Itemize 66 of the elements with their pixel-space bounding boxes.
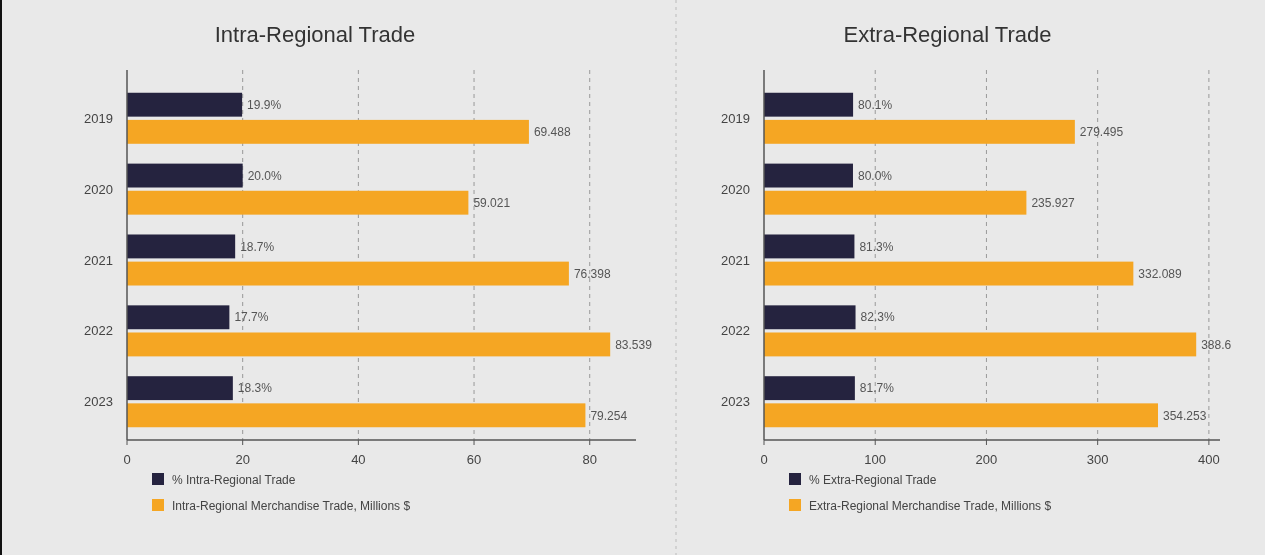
- bar: [127, 234, 236, 259]
- x-tick-label: 0: [123, 452, 131, 467]
- bar: [764, 234, 855, 259]
- data-label: 20.0%: [247, 168, 283, 183]
- legend-label: Extra-Regional Merchandise Trade, Millions $: [809, 499, 1052, 514]
- x-tick-label: 400: [1198, 452, 1220, 467]
- x-tick-label: 100: [864, 452, 887, 467]
- bar: [127, 92, 243, 117]
- legend-label: Intra-Regional Merchandise Trade, Millions $: [172, 499, 411, 514]
- data-label: 354.253: [1163, 408, 1207, 423]
- bar: [764, 163, 853, 188]
- bar: [764, 92, 854, 117]
- data-label: 69.488: [533, 125, 571, 140]
- x-tick-label: 20: [235, 452, 250, 467]
- data-label: 19.9%: [247, 97, 282, 112]
- y-tick-label: 2019: [84, 110, 113, 126]
- y-tick-label: 2020: [84, 181, 113, 197]
- bar: [764, 119, 1075, 144]
- data-label: 79.254: [590, 408, 628, 423]
- x-tick-label: 200: [975, 452, 998, 467]
- bar: [127, 163, 243, 188]
- chart-title: Extra-Regional Trade: [843, 22, 1052, 47]
- bar: [764, 403, 1158, 428]
- y-tick-label: 2022: [721, 323, 750, 339]
- data-label: 80.0%: [857, 168, 893, 183]
- data-label: 80.1%: [858, 97, 893, 112]
- bar: [764, 190, 1027, 215]
- y-tick-label: 2021: [84, 252, 113, 268]
- bar: [764, 305, 856, 330]
- bar: [127, 305, 230, 330]
- y-tick-label: 2019: [721, 110, 750, 126]
- data-label: 17.7%: [234, 310, 269, 325]
- x-tick-label: 80: [582, 452, 597, 467]
- bar: [764, 332, 1197, 357]
- legend-label: % Intra-Regional Trade: [172, 473, 296, 488]
- data-label: 81.7%: [859, 381, 895, 396]
- chart-title: Intra-Regional Trade: [214, 22, 416, 47]
- y-tick-label: 2023: [84, 394, 113, 410]
- y-tick-label: 2020: [721, 181, 750, 197]
- bar: [127, 403, 586, 428]
- x-tick-label: 300: [1086, 452, 1109, 467]
- y-tick-label: 2022: [84, 323, 113, 339]
- data-label: 82.3%: [860, 310, 895, 325]
- data-label: 83.539: [615, 337, 653, 352]
- bar: [127, 119, 529, 144]
- x-tick-label: 60: [466, 452, 482, 467]
- bar: [127, 332, 611, 357]
- bar: [764, 376, 855, 401]
- bar: [127, 376, 233, 401]
- data-label: 235.927: [1031, 195, 1076, 210]
- data-label: 332.089: [1138, 266, 1183, 281]
- data-label: 76.398: [573, 266, 611, 281]
- data-label: 388.6: [1201, 337, 1232, 352]
- data-label: 18.7%: [240, 239, 275, 254]
- bar: [764, 261, 1134, 286]
- data-label: 81.3%: [859, 239, 894, 254]
- y-tick-label: 2021: [721, 252, 750, 268]
- data-label: 59.021: [473, 195, 511, 210]
- bar: [127, 261, 569, 286]
- data-label: 279.495: [1079, 125, 1124, 140]
- x-tick-label: 40: [351, 452, 366, 467]
- bar: [127, 190, 469, 215]
- x-tick-label: 0: [760, 452, 768, 467]
- data-label: 18.3%: [237, 381, 273, 396]
- y-tick-label: 2023: [721, 394, 750, 410]
- legend-label: % Extra-Regional Trade: [809, 473, 937, 488]
